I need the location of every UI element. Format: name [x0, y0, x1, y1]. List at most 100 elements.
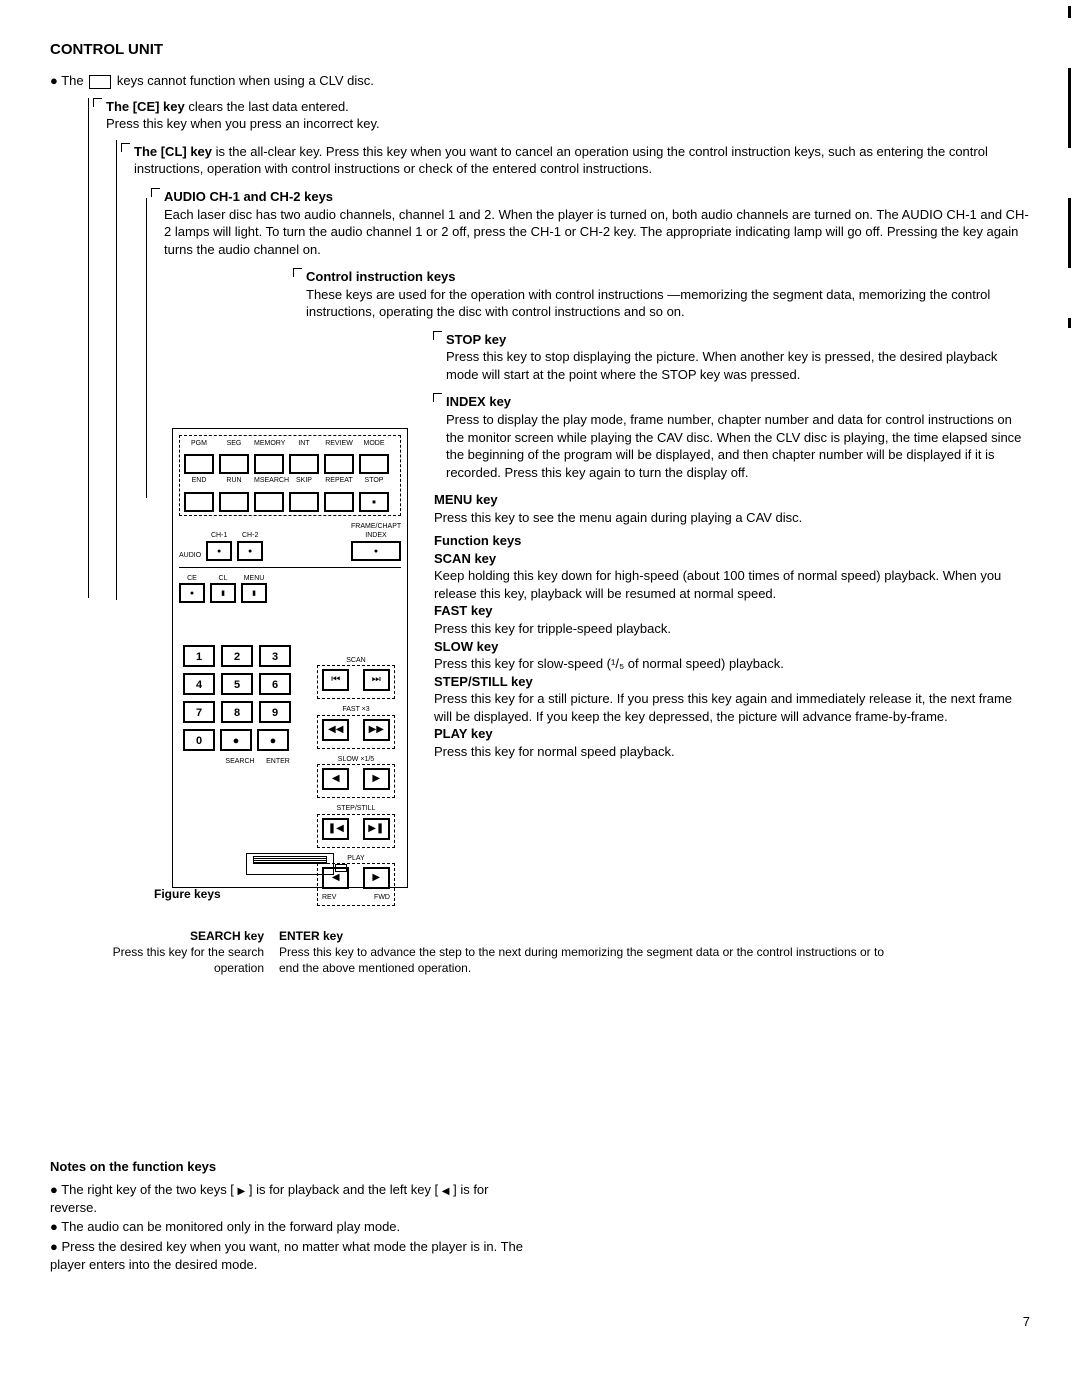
play-head: PLAY key [434, 725, 1030, 743]
step-fwd-button[interactable]: ▶❚ [363, 818, 390, 840]
remote-key-memory[interactable] [254, 454, 284, 474]
notes-title: Notes on the function keys [50, 1158, 1030, 1176]
key-3[interactable]: 3 [259, 645, 291, 667]
key-6[interactable]: 6 [259, 673, 291, 695]
stepstill-label: STEP/STILL [317, 804, 395, 813]
enter-key-head: ENTER key [279, 928, 899, 944]
remote-key-repeat[interactable] [324, 492, 354, 512]
key-5[interactable]: 5 [221, 673, 253, 695]
remote-key-review[interactable] [324, 454, 354, 474]
note-3: ● Press the desired key when you want, n… [50, 1238, 530, 1273]
intro-text: keys cannot function when using a CLV di… [117, 73, 374, 88]
fast-rev-button[interactable]: ◀◀ [322, 719, 349, 741]
fast-body: Press this key for tripple-speed playbac… [434, 620, 1030, 638]
menu-callout: MENU key Press this key to see the menu … [434, 491, 1030, 526]
enter-label: ENTER [259, 757, 297, 766]
ce-button[interactable]: ● [179, 583, 205, 603]
audio-row: AUDIO CH-1 ● CH-2 ● FRAME/CHAPT INDEX ● [179, 522, 401, 561]
key-label: MEMORY [254, 439, 284, 448]
menu-button[interactable]: ▮ [241, 583, 267, 603]
fwd-label: FWD [374, 893, 390, 902]
remote-key-msearch[interactable] [254, 492, 284, 512]
intro-line: ● The keys cannot function when using a … [50, 72, 1030, 90]
ch1-button[interactable]: ● [206, 541, 232, 561]
figure-keypad: 123 456 789 [183, 645, 297, 723]
slow-body: Press this key for slow-speed (¹/₅ of no… [434, 655, 1030, 673]
note-1: ● The right key of the two keys [ ] is f… [50, 1181, 530, 1216]
cl-callout: The [CL] key is the all-clear key. Press… [122, 143, 1030, 178]
key-4[interactable]: 4 [183, 673, 215, 695]
callouts-region: The [CE] key clears the last data entere… [94, 98, 1030, 1118]
control-instruction-panel: PGMSEGMEMORYINTREVIEWMODE ENDRUNMSEARCHS… [179, 435, 401, 516]
play-fwd-button[interactable]: ▶ [363, 867, 390, 889]
scan-body: Keep holding this key down for high-spee… [434, 567, 1030, 602]
step-rev-button[interactable]: ❚◀ [322, 818, 349, 840]
search-button[interactable]: ● [220, 729, 252, 751]
fast-label: FAST ×3 [317, 705, 395, 714]
audio-label: AUDIO [179, 551, 201, 560]
ce-cl-menu-row: CE ● CL ▮ MENU ▮ [179, 567, 401, 603]
key-8[interactable]: 8 [221, 701, 253, 723]
remote-key-run[interactable] [219, 492, 249, 512]
index-head: INDEX key [446, 393, 1030, 411]
blank-key-icon [89, 75, 111, 89]
remote-key-seg[interactable] [219, 454, 249, 474]
key-label: SKIP [289, 476, 319, 485]
scan-rev-button[interactable]: ⏮ [322, 669, 349, 691]
key-label: REVIEW [324, 439, 354, 448]
fast-head: FAST key [434, 602, 1030, 620]
stop-callout: STOP key Press this key to stop displayi… [434, 331, 1030, 384]
menu-label: MENU [241, 574, 267, 583]
ch2-button[interactable]: ● [237, 541, 263, 561]
audio-callout: AUDIO CH-1 and CH-2 keys Each laser disc… [152, 188, 1030, 258]
search-key-body: Press this key for the search operation [94, 944, 264, 976]
fast-fwd-button[interactable]: ▶▶ [363, 719, 390, 741]
key-label: SEG [219, 439, 249, 448]
cl-body: is the all-clear key. Press this key whe… [134, 144, 988, 177]
index-callout: INDEX key Press to display the play mode… [434, 393, 1030, 481]
scan-label: SCAN [317, 656, 395, 665]
remote-key-mode[interactable] [359, 454, 389, 474]
remote-key-int[interactable] [289, 454, 319, 474]
ce-callout: The [CE] key clears the last data entere… [94, 98, 1030, 133]
ce-line2: Press this key when you press an incorre… [106, 116, 380, 131]
key-label: RUN [219, 476, 249, 485]
key-label: END [184, 476, 214, 485]
remote-key-stop[interactable]: ⏹ [359, 492, 389, 512]
remote-key-skip[interactable] [289, 492, 319, 512]
menu-body: Press this key to see the menu again dur… [434, 509, 1030, 527]
scan-fwd-button[interactable]: ⏭ [363, 669, 390, 691]
search-key-head: SEARCH key [94, 928, 264, 944]
ctrlinst-callout: Control instruction keys These keys are … [294, 268, 1030, 321]
key-label: MODE [359, 439, 389, 448]
slow-head: SLOW key [434, 638, 1030, 656]
rev-label: REV [322, 893, 336, 902]
key-0[interactable]: 0 [183, 729, 215, 751]
audio-head: AUDIO CH-1 and CH-2 keys [164, 188, 1030, 206]
index-button[interactable]: ● [351, 541, 401, 561]
leader-line [116, 140, 117, 600]
key-2[interactable]: 2 [221, 645, 253, 667]
ch2-label: CH-2 [237, 531, 263, 540]
key-label: INT [289, 439, 319, 448]
stop-head: STOP key [446, 331, 1030, 349]
key-7[interactable]: 7 [183, 701, 215, 723]
remote-key-pgm[interactable] [184, 454, 214, 474]
remote-key-end[interactable] [184, 492, 214, 512]
enter-button[interactable]: ● [257, 729, 289, 751]
step-body: Press this key for a still picture. If y… [434, 690, 1030, 725]
slow-fwd-button[interactable]: ▶ [363, 768, 390, 790]
note-1b: ] is for playback and the left key [ [245, 1182, 442, 1197]
note-2: ● The audio can be monitored only in the… [50, 1218, 530, 1236]
audio-body: Each laser disc has two audio channels, … [164, 206, 1030, 259]
stop-body: Press this key to stop displaying the pi… [446, 348, 1030, 383]
cl-button[interactable]: ▮ [210, 583, 236, 603]
leader-line [88, 98, 89, 598]
page-title: CONTROL UNIT [50, 40, 1030, 60]
index-body: Press to display the play mode, frame nu… [446, 411, 1030, 481]
key-1[interactable]: 1 [183, 645, 215, 667]
key-label: STOP [359, 476, 389, 485]
key-9[interactable]: 9 [259, 701, 291, 723]
remote-diagram: PGMSEGMEMORYINTREVIEWMODE ENDRUNMSEARCHS… [172, 428, 408, 888]
slow-rev-button[interactable]: ◀ [322, 768, 349, 790]
